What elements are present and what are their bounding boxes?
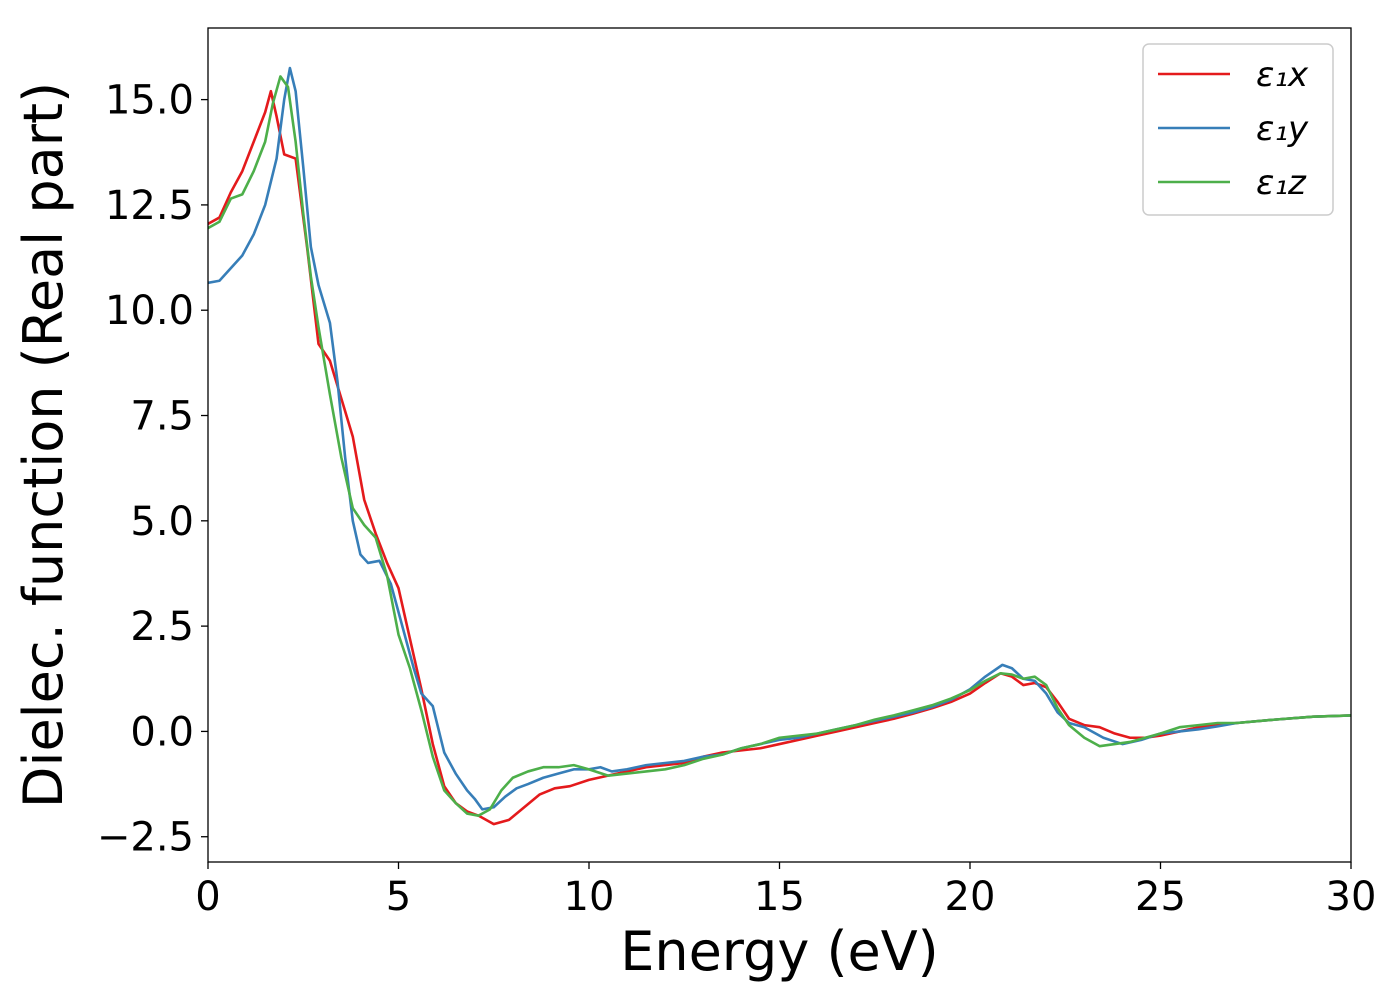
x-axis: 0 5 10 15 20 25 30	[195, 862, 1376, 920]
series-line-1	[208, 89, 1351, 826]
y-tick-label: 5.0	[130, 499, 194, 545]
x-tick-label: 5	[386, 874, 411, 920]
x-tick-label: 0	[195, 874, 220, 920]
y-tick-label: 10.0	[105, 288, 194, 334]
y-tick-label: 0.0	[130, 709, 194, 755]
series-line-2	[208, 66, 1351, 811]
legend-label-3: ε₁z	[1256, 163, 1307, 203]
legend-label-1: ε₁x	[1256, 55, 1309, 95]
x-tick-label: 30	[1326, 874, 1377, 920]
y-tick-label: −2.5	[97, 815, 194, 861]
y-tick-label: 12.5	[105, 183, 194, 229]
x-tick-label: 15	[754, 874, 805, 920]
series-line-3	[208, 75, 1351, 817]
y-tick-label: 2.5	[130, 604, 194, 650]
y-tick-label: 7.5	[130, 394, 194, 440]
x-tick-label: 10	[564, 874, 615, 920]
legend: ε₁x ε₁y ε₁z	[1142, 43, 1334, 216]
y-axis: −2.5 0.0 2.5 5.0 7.5 10.0 12.5 15.0	[97, 78, 208, 861]
y-tick-label: 15.0	[105, 78, 194, 124]
x-axis-title: Energy (eV)	[620, 920, 939, 983]
legend-box	[1142, 43, 1334, 216]
x-tick-label: 25	[1135, 874, 1186, 920]
y-axis-title: Dielec. function (Real part)	[12, 82, 75, 808]
series-layer	[208, 66, 1351, 826]
legend-label-2: ε₁y	[1256, 109, 1309, 149]
x-tick-label: 20	[945, 874, 996, 920]
